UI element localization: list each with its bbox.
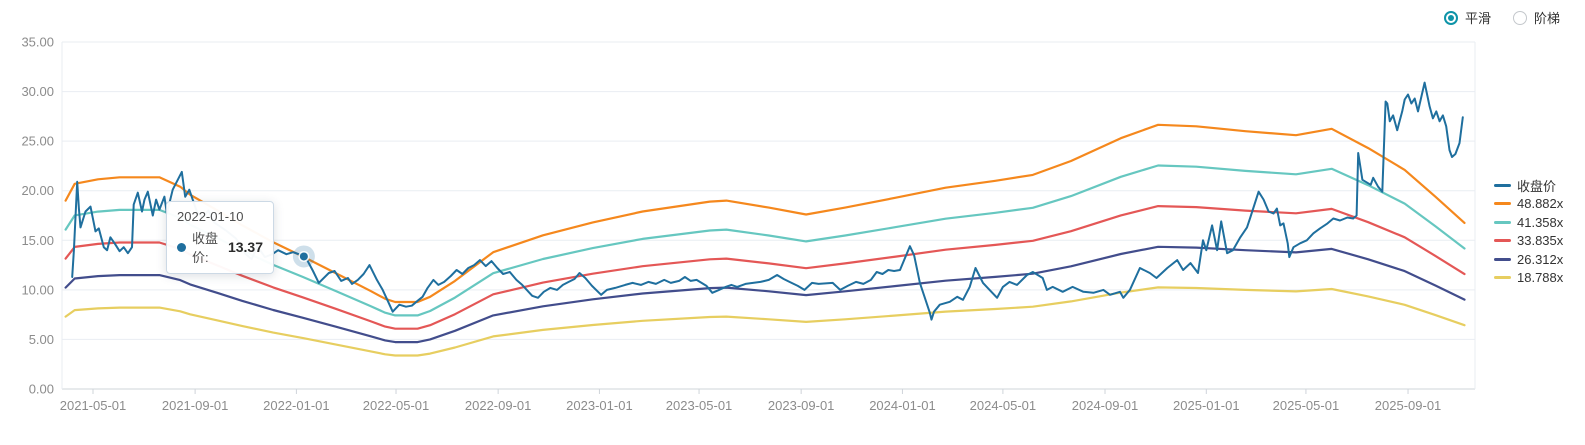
x-axis-label: 2025-01-01	[1173, 398, 1240, 413]
x-axis-label: 2021-09-01	[162, 398, 229, 413]
x-axis-label: 2025-09-01	[1375, 398, 1442, 413]
legend-item-18.788x[interactable]: 18.788x	[1494, 269, 1563, 288]
x-axis-label: 2025-05-01	[1273, 398, 1340, 413]
legend-label: 41.358x	[1517, 214, 1564, 230]
radio-step[interactable]: 阶梯	[1513, 8, 1560, 27]
radio-unselected-icon[interactable]	[1513, 10, 1528, 25]
y-axis-label: 20.00	[21, 183, 54, 198]
legend-label: 26.312x	[1517, 251, 1564, 267]
y-axis-label: 30.00	[21, 84, 54, 99]
tooltip-row: 收盘价: 13.37	[177, 228, 263, 266]
series-dot-icon	[177, 242, 186, 252]
legend-item-48.882x[interactable]: 48.882x	[1494, 195, 1563, 214]
y-axis-label: 5.00	[29, 332, 54, 347]
legend-label: 33.835x	[1517, 233, 1564, 249]
legend-label: 48.882x	[1517, 196, 1564, 212]
legend-item-收盘价[interactable]: 收盘价	[1494, 176, 1563, 195]
legend-line-icon	[1494, 220, 1511, 224]
x-axis-label: 2024-09-01	[1072, 398, 1139, 413]
y-axis-label: 10.00	[21, 282, 54, 297]
price-line	[71, 81, 1464, 321]
legend-line-icon	[1494, 183, 1511, 187]
y-axis-label: 25.00	[21, 134, 54, 149]
legend-item-26.312x[interactable]: 26.312x	[1494, 250, 1563, 269]
x-axis-label: 2022-01-01	[263, 398, 330, 413]
tooltip-value: 13.37	[227, 239, 263, 255]
x-axis-label: 2021-05-01	[60, 398, 127, 413]
y-axis-label: 0.00	[29, 382, 54, 397]
line-style-switcher: 平滑 阶梯	[1444, 8, 1560, 27]
legend-line-icon	[1494, 276, 1511, 280]
legend-line-icon	[1494, 257, 1511, 261]
band-line-18.788x	[64, 286, 1466, 357]
radio-step-label: 阶梯	[1534, 11, 1561, 26]
tooltip-series-label: 收盘价:	[192, 231, 219, 265]
legend-item-41.358x[interactable]: 41.358x	[1494, 213, 1563, 232]
legend-label: 收盘价	[1517, 178, 1557, 194]
tooltip: 2022-01-10 收盘价: 13.37	[166, 201, 274, 274]
y-axis-label: 15.00	[21, 233, 54, 248]
legend-line-icon	[1494, 239, 1511, 243]
radio-smooth[interactable]: 平滑	[1444, 8, 1491, 27]
x-axis-label: 2023-05-01	[666, 398, 733, 413]
x-axis-label: 2023-09-01	[768, 398, 835, 413]
legend-label: 18.788x	[1517, 270, 1564, 286]
x-axis-label: 2022-05-01	[363, 398, 430, 413]
radio-selected-icon[interactable]	[1444, 10, 1458, 25]
legend-item-33.835x[interactable]: 33.835x	[1494, 232, 1563, 251]
band-line-26.312x	[64, 245, 1466, 344]
legend: 收盘价 48.882x 41.358x 33.835x 26.312x 18.788x	[1494, 176, 1563, 287]
x-axis-label: 2024-01-01	[869, 398, 936, 413]
band-line-48.882x	[64, 123, 1466, 304]
highlight-dot[interactable]	[299, 252, 308, 261]
x-axis-label: 2022-09-01	[465, 398, 532, 413]
y-axis-label: 35.00	[21, 35, 54, 50]
x-axis-label: 2024-05-01	[970, 398, 1037, 413]
x-axis-label: 2023-01-01	[566, 398, 633, 413]
legend-line-icon	[1494, 202, 1511, 206]
tooltip-date: 2022-01-10	[177, 209, 244, 224]
radio-smooth-label: 平滑	[1465, 11, 1492, 26]
